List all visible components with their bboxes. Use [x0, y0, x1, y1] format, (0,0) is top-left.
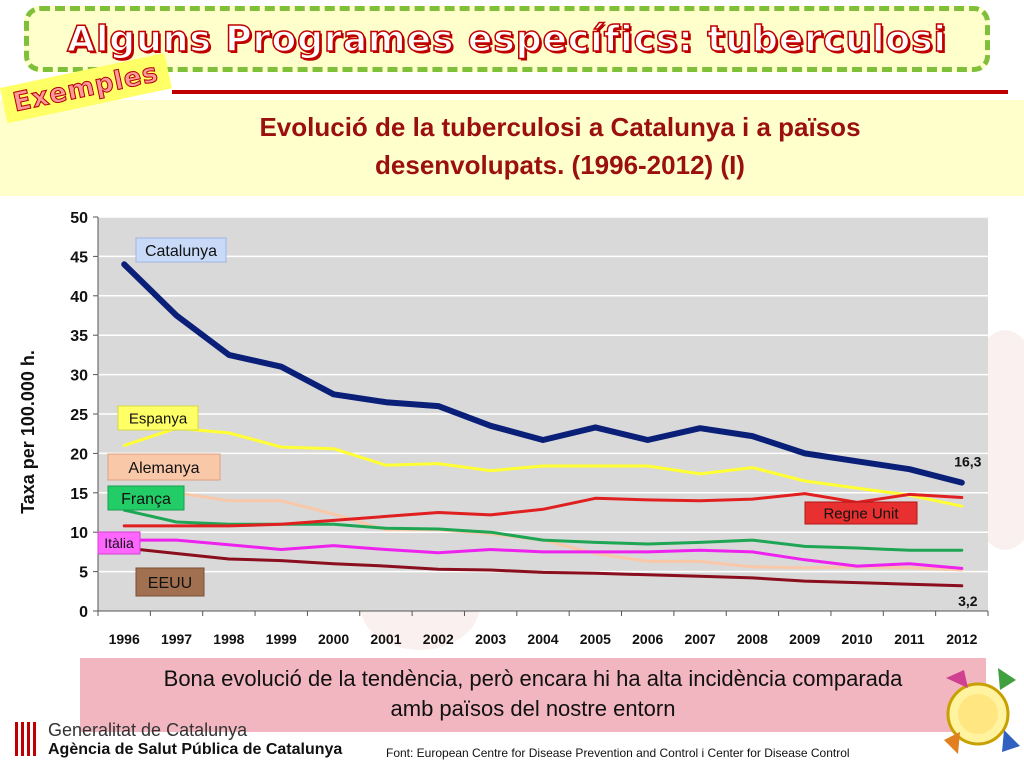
legend-box-it-lia [97, 531, 141, 555]
x-tick-label: 2009 [789, 631, 820, 647]
title-divider [172, 90, 1008, 94]
y-tick-label: 5 [79, 565, 88, 582]
x-tick-label: 2005 [580, 631, 611, 647]
series-line-eeuu [122, 546, 964, 588]
series-lines [121, 261, 965, 588]
conclusion-text: Bona evolució de la tendència, però enca… [80, 664, 986, 724]
y-tick-label: 50 [70, 210, 88, 227]
banner-title: Alguns Programes específics: tuberculosi [66, 18, 947, 61]
source-note: Font: European Centre for Disease Preven… [386, 746, 850, 760]
title-background [0, 100, 1024, 196]
y-tick-label: 10 [70, 525, 88, 542]
legend-label-fran-a: França [121, 491, 171, 508]
chart-title-line-1: Evolució de la tuberculosi a Catalunya i… [259, 112, 861, 142]
x-tick-label: 1997 [161, 631, 192, 647]
org-name: Generalitat de Catalunya [48, 720, 248, 740]
series-line-it-lia [122, 538, 964, 570]
y-tick-label: 40 [70, 289, 88, 306]
conclusion-line-2: amb països del nostre entorn [390, 696, 676, 721]
y-axis-label: Taxa per 100.000 h. [18, 350, 38, 514]
legend-label-it-lia: Itàlia [104, 535, 134, 551]
y-tick-label: 45 [70, 249, 88, 266]
x-tick-label: 2007 [684, 631, 715, 647]
axes: 0 5 10 15 20 25 30 35 40 45 50 1996 1997 1998 1999 2000… [70, 210, 989, 647]
legend-box-alemanya [107, 453, 221, 481]
x-tick-label: 2012 [946, 631, 977, 647]
legend-label-espanya: Espanya [129, 410, 188, 427]
y-tick-label: 30 [70, 368, 88, 385]
y-tick-label: 20 [70, 446, 88, 463]
x-tick-label: 2003 [475, 631, 506, 647]
legend-box-eeuu [135, 567, 205, 597]
legend-box-regne-unit [804, 501, 918, 525]
legend-label-regne-unit: Regne Unit [823, 505, 899, 522]
x-tick-label: 2006 [632, 631, 663, 647]
slide-banner: Alguns Programes específics: tuberculosi [24, 6, 990, 72]
y-tick-label: 35 [70, 328, 88, 345]
decorative-badge-icon [944, 668, 1020, 754]
x-tick-label: 2010 [842, 631, 873, 647]
x-tick-label: 2008 [737, 631, 768, 647]
x-tick-label: 1999 [266, 631, 297, 647]
legend-box-fran-a [107, 485, 185, 511]
data-label-catalunya: 16,3 [954, 454, 981, 470]
series-line-espanya [122, 426, 964, 508]
legend-box-espanya [117, 405, 199, 431]
conclusion-box [80, 658, 986, 732]
agency-name: Agència de Salut Pública de Catalunya [48, 741, 343, 758]
legend-label-alemanya: Alemanya [128, 460, 199, 477]
x-tick-label: 2004 [527, 631, 558, 647]
series-line-catalunya [121, 261, 965, 486]
tuberculosis-line-chart: 0 5 10 15 20 25 30 35 40 45 50 1996 1997 1998 1999 2000… [18, 210, 989, 647]
chart-title: Evolució de la tuberculosi a Catalunya i… [120, 108, 1000, 184]
x-tick-label: 2002 [423, 631, 454, 647]
y-tick-label: 0 [79, 604, 88, 621]
legend-label-catalunya: Catalunya [145, 243, 217, 260]
x-tick-label: 2011 [894, 631, 925, 647]
data-label-eeuu: 3,2 [958, 593, 978, 609]
chart-title-line-2: desenvolupats. (1996-2012) (I) [375, 150, 745, 180]
x-tick-label: 1998 [213, 631, 244, 647]
legend-label-eeuu: EEUU [148, 575, 192, 592]
y-tick-label: 15 [70, 486, 88, 503]
y-tick-label: 25 [70, 407, 88, 424]
series-labels: Catalunya Espanya Alemanya França Regne Unit… [97, 237, 982, 609]
generalitat-logo-icon [12, 720, 38, 758]
x-tick-label: 2001 [370, 631, 401, 647]
conclusion-line-1: Bona evolució de la tendència, però enca… [163, 666, 903, 691]
series-line-regne-unit [122, 492, 964, 528]
legend-box-catalunya [135, 237, 227, 263]
x-tick-label: 2000 [318, 631, 349, 647]
x-tick-label: 1996 [109, 631, 140, 647]
